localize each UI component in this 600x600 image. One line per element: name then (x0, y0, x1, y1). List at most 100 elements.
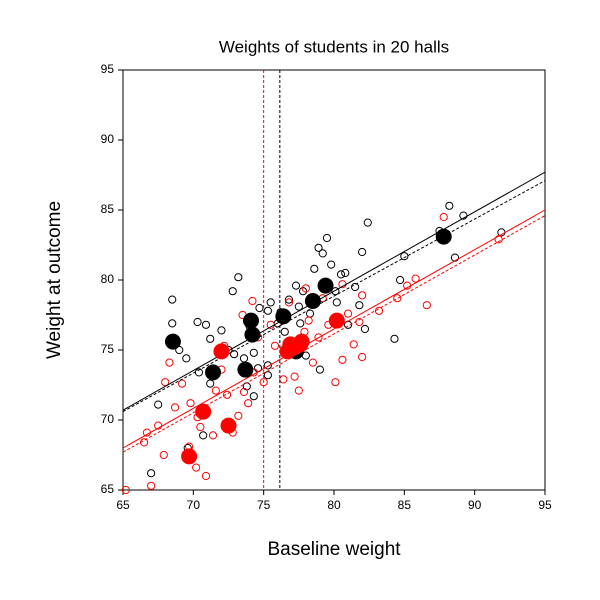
point (154, 400, 163, 409)
point (249, 392, 258, 401)
point (358, 352, 367, 362)
point (358, 247, 367, 257)
x-tick-label: 65 (116, 498, 130, 512)
mean-point (275, 308, 292, 325)
point (301, 284, 310, 293)
point (351, 282, 360, 292)
point (411, 274, 420, 283)
mean-point (205, 364, 222, 381)
point (249, 348, 258, 357)
point (222, 390, 232, 399)
point (439, 212, 448, 222)
point (279, 375, 288, 384)
point (393, 294, 402, 303)
point (199, 431, 208, 440)
point (308, 358, 317, 367)
point (294, 386, 303, 395)
mean-point (220, 417, 237, 434)
mean-point (237, 361, 254, 378)
point (192, 463, 201, 472)
point (314, 243, 323, 252)
point (263, 361, 272, 370)
mean-point (328, 312, 345, 329)
point (396, 275, 405, 285)
point (242, 382, 251, 391)
x-axis-label: Baseline weight (267, 539, 401, 560)
point (374, 306, 384, 315)
mean-point (244, 326, 261, 343)
mean-point (213, 343, 230, 360)
point (161, 378, 170, 387)
plot-frame (122, 69, 546, 491)
point (228, 287, 237, 296)
point (140, 438, 149, 447)
point (318, 249, 327, 258)
point (341, 268, 350, 278)
point (147, 481, 156, 490)
point (206, 379, 215, 388)
y-tick-label: 80 (101, 272, 115, 286)
point (121, 485, 130, 495)
mean-point (243, 312, 260, 329)
regression-line (122, 180, 546, 413)
x-tick-label: 95 (538, 498, 552, 512)
point (332, 298, 341, 307)
point (290, 372, 299, 381)
point (230, 350, 239, 359)
y-tick-label: 70 (101, 412, 115, 426)
point (284, 298, 294, 307)
regression-line (122, 215, 546, 453)
point (159, 450, 168, 460)
point (168, 319, 177, 328)
regression-line (122, 171, 546, 411)
point (304, 316, 313, 325)
point (186, 399, 195, 408)
point (284, 295, 294, 304)
point (314, 333, 323, 342)
point (196, 422, 205, 432)
point (400, 252, 409, 261)
point (450, 253, 460, 262)
point (234, 273, 243, 282)
point (390, 334, 399, 343)
point (459, 211, 468, 220)
x-tick-label: 85 (398, 498, 412, 512)
point (294, 302, 303, 311)
point (422, 301, 431, 310)
point (201, 471, 211, 481)
point (193, 317, 202, 327)
y-tick-label: 75 (101, 342, 115, 356)
point (358, 291, 367, 300)
point (296, 319, 305, 328)
x-tick-label: 70 (187, 498, 201, 512)
point (298, 287, 308, 296)
point (147, 469, 156, 478)
point (322, 233, 332, 243)
point (248, 296, 257, 306)
mean-point (293, 333, 310, 350)
point (349, 340, 358, 349)
point (263, 306, 272, 315)
point (217, 326, 226, 335)
point (360, 324, 370, 334)
mean-point (164, 333, 181, 350)
point (336, 270, 346, 279)
mean-point (304, 293, 321, 309)
point (255, 303, 264, 313)
point (177, 379, 187, 388)
point (266, 298, 275, 307)
regression-line (122, 209, 546, 449)
point (170, 403, 180, 412)
y-tick-label: 90 (101, 132, 115, 146)
point (327, 260, 336, 269)
mean-point (317, 277, 334, 294)
point (239, 354, 249, 363)
mean-point (181, 448, 198, 465)
point (182, 354, 191, 363)
point (291, 281, 301, 290)
x-tick-label: 90 (468, 498, 482, 512)
y-tick-label: 65 (101, 482, 115, 496)
point (343, 309, 353, 318)
point (234, 411, 243, 420)
